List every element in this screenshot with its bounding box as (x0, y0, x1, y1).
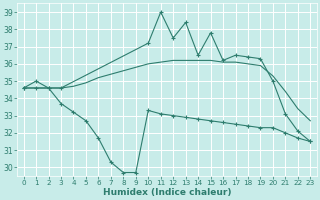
X-axis label: Humidex (Indice chaleur): Humidex (Indice chaleur) (103, 188, 231, 197)
